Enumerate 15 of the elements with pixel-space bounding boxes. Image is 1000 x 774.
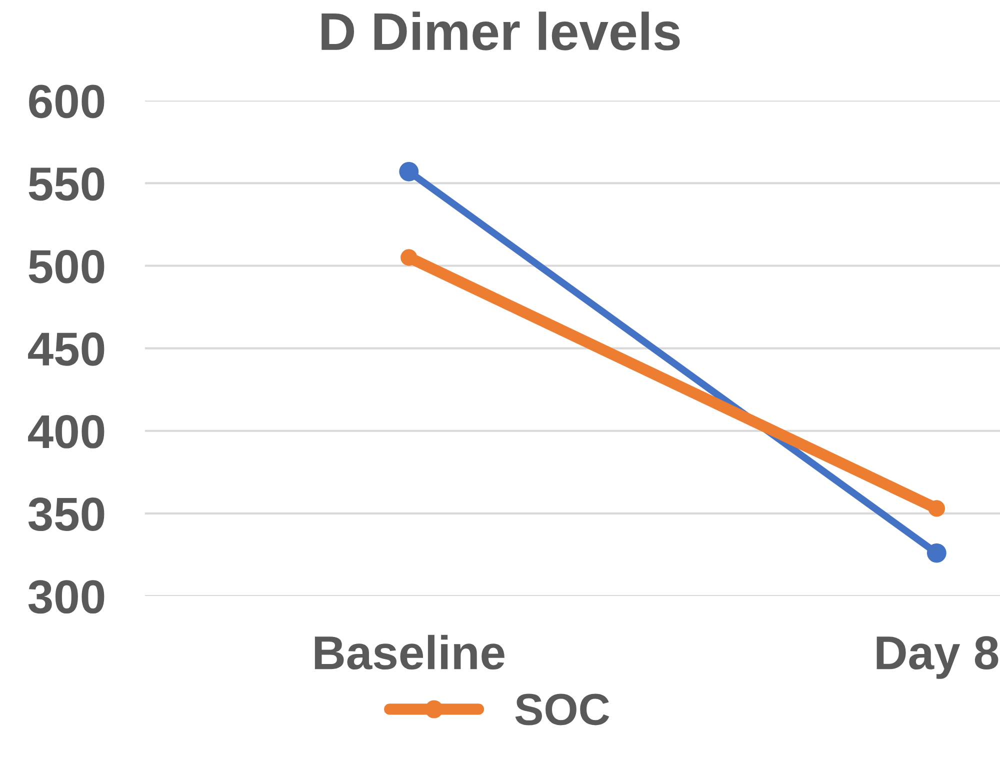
point xyxy=(399,162,419,182)
y-tick-label: 400 xyxy=(28,414,104,448)
y-tick-label: 600 xyxy=(29,84,104,118)
y-tick-label: 500 xyxy=(28,250,104,284)
point xyxy=(928,500,945,517)
legend-label: SOC xyxy=(515,694,610,726)
point xyxy=(400,249,418,266)
chart-title: D Dimer levels xyxy=(322,12,680,50)
y-tick-label: 550 xyxy=(28,167,104,201)
y-tick-label: 450 xyxy=(28,332,104,366)
x-tick-label: Day 8 xyxy=(876,636,998,679)
y-tick-label: 300 xyxy=(28,580,104,614)
x-tick-label: Baseline xyxy=(314,634,504,670)
y-tick-label: 350 xyxy=(28,498,104,532)
point xyxy=(926,543,946,563)
